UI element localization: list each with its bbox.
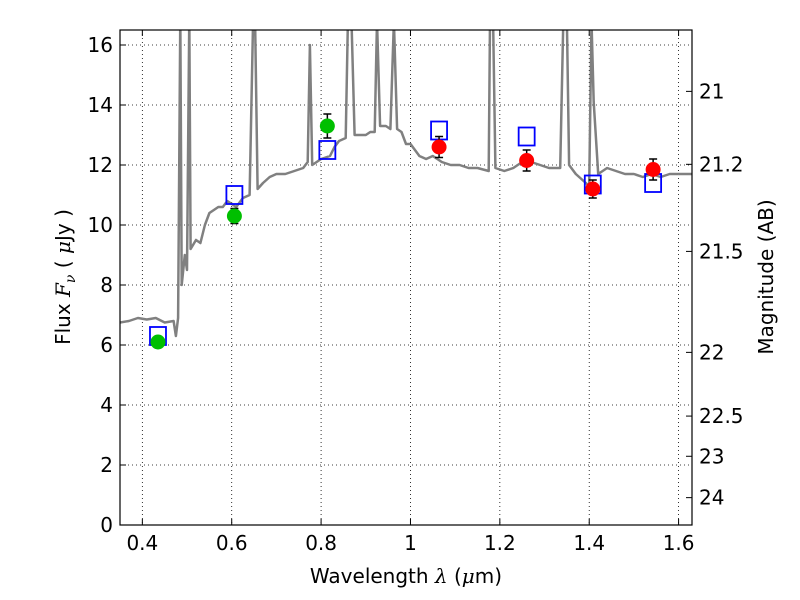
nir-photometry-point: [585, 181, 601, 197]
plot-area: [120, 30, 692, 350]
y-tick-label: 4: [100, 393, 113, 417]
optical-photometry-point: [319, 118, 335, 134]
y2-tick-label: 21.5: [699, 239, 744, 263]
x-tick-label: 1: [404, 531, 417, 555]
optical-photometry-point: [226, 208, 242, 224]
x-tick-label: 0.8: [305, 531, 337, 555]
y-tick-label: 12: [88, 153, 113, 177]
y-tick-label: 14: [88, 93, 113, 117]
y2-tick-label: 21.2: [699, 152, 744, 176]
y-tick-label: 2: [100, 453, 113, 477]
nir-photometry-point: [519, 153, 535, 168]
x-tick-label: 1.2: [484, 531, 516, 555]
y2-axis-label: Magnitude (AB): [754, 199, 778, 354]
y-tick-label: 0: [100, 513, 113, 537]
x-axis-label: Wavelength λ (μm): [310, 564, 502, 588]
nir-photometry-point: [645, 162, 661, 177]
y2-tick-label: 22: [699, 340, 724, 364]
nir-photometry-point: [431, 139, 447, 155]
x-tick-label: 1.6: [663, 531, 695, 555]
y-axis-label: Flux Fν ( μJy ): [51, 209, 79, 345]
y2-tick-label: 24: [699, 486, 724, 510]
y2-tick-label: 22.5: [699, 404, 744, 428]
x-tick-label: 0.6: [216, 531, 248, 555]
y-tick-label: 10: [88, 213, 113, 237]
y2-tick-label: 23: [699, 444, 724, 468]
ticks: 0.4 0.6 0.8 1 1.2 1.4 1.602468101214162121.221…: [88, 30, 744, 555]
model-flux-square: [225, 185, 244, 205]
optical-photometry-point: [150, 334, 166, 350]
y2-tick-label: 21: [699, 79, 724, 103]
model-sed-line: [120, 30, 692, 338]
model-flux-square: [318, 140, 337, 160]
x-tick-label: 0.4: [126, 531, 158, 555]
y-tick-label: 16: [88, 33, 113, 57]
plot-frame: [119, 29, 693, 526]
y-tick-label: 6: [100, 333, 113, 357]
y-tick-label: 8: [100, 273, 113, 297]
x-tick-label: 1.4: [573, 531, 605, 555]
model-flux-square: [517, 126, 536, 147]
